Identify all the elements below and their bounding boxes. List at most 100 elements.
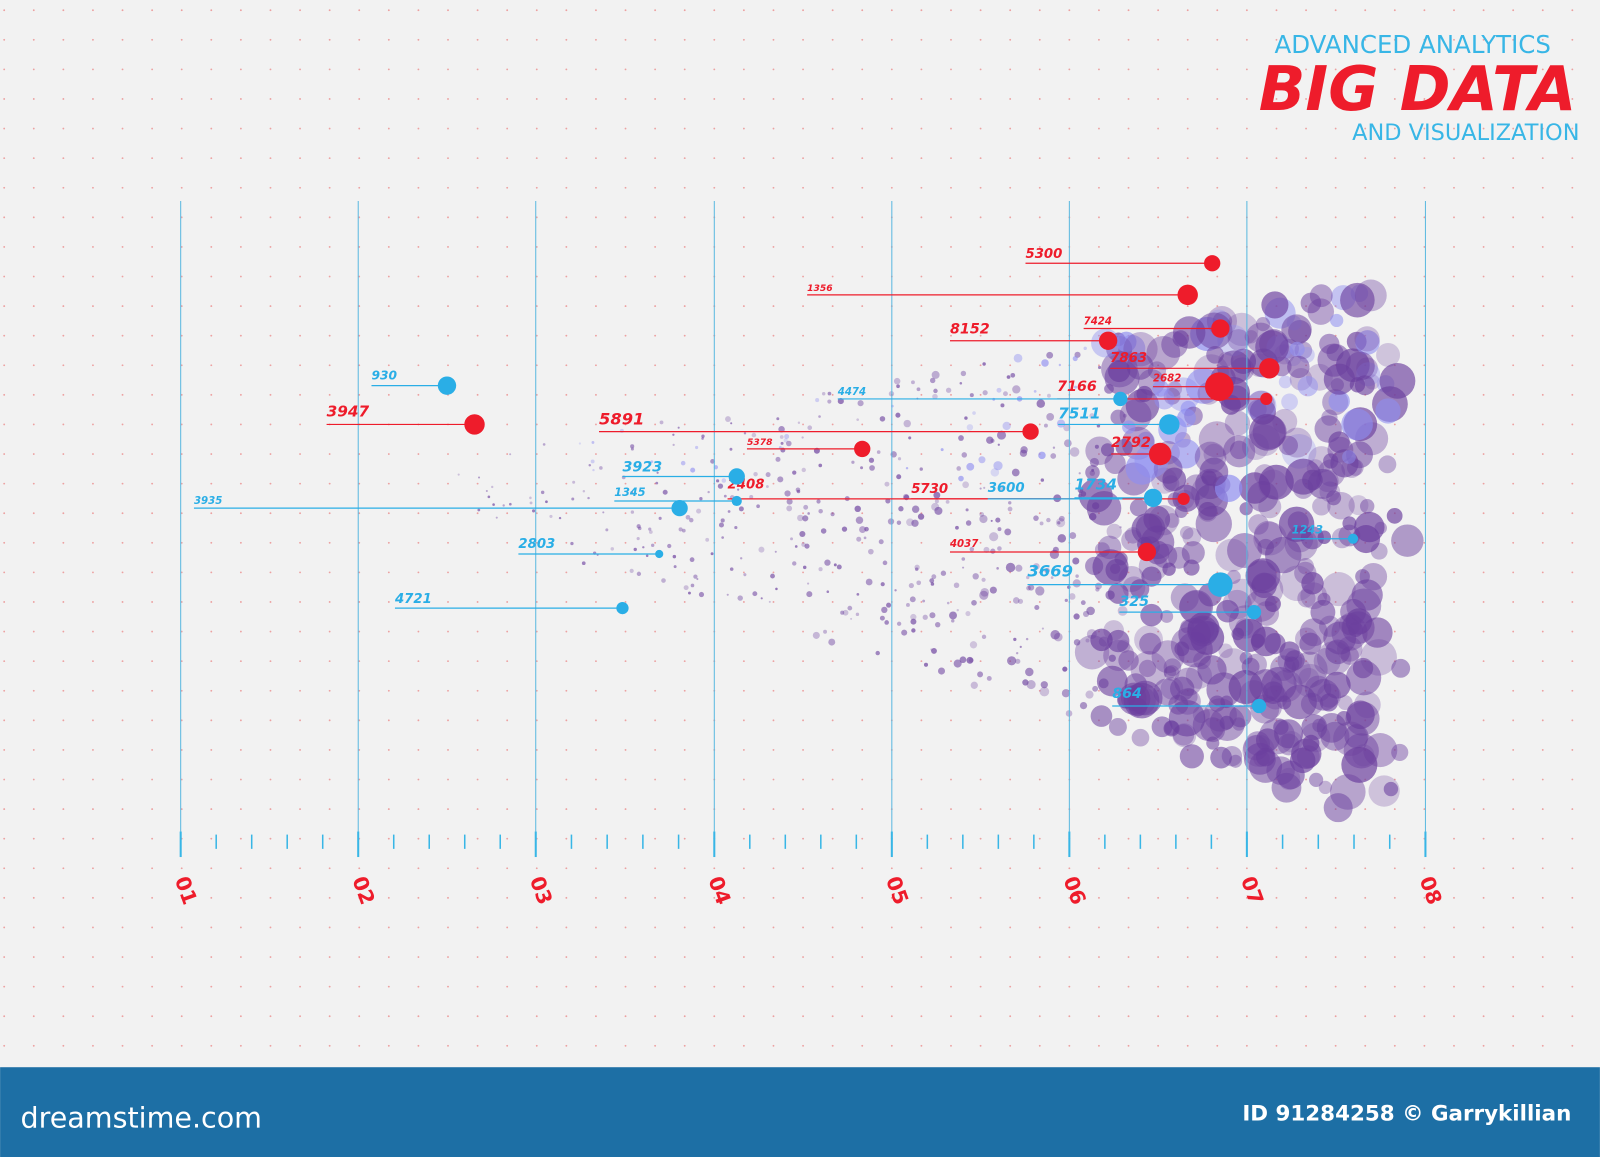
grid-dot [1127, 216, 1130, 219]
cloud-dot [896, 520, 902, 525]
cloud-dot [932, 393, 938, 400]
cloud-dot [997, 430, 1007, 440]
grid-dot [535, 38, 538, 41]
grid-dot [624, 956, 627, 958]
grid-dot [299, 98, 301, 100]
grid-dot [595, 68, 597, 71]
grid-dot [861, 748, 864, 751]
grid-dot [950, 660, 952, 663]
grid-dot [1541, 157, 1544, 160]
cloud-dot [959, 656, 967, 664]
cloud-dot [1078, 478, 1113, 513]
cloud-dot [673, 565, 677, 569]
cloud-dot [881, 606, 888, 614]
grid-dot [1423, 68, 1426, 71]
grid-dot [683, 571, 686, 574]
grid-dot [1009, 275, 1012, 278]
cloud-dot [1227, 532, 1263, 568]
data-dot [854, 440, 871, 458]
grid-dot [151, 1044, 154, 1047]
grid-dot [595, 689, 597, 692]
grid-dot [476, 541, 479, 544]
grid-dot [1157, 867, 1160, 870]
grid-dot [269, 334, 272, 337]
cloud-dot [931, 647, 937, 654]
grid-dot [121, 689, 124, 692]
cloud-dot [934, 621, 941, 628]
grid-dot [417, 216, 420, 219]
grid-dot [1393, 216, 1396, 219]
grid-dot [476, 808, 479, 811]
grid-dot [1098, 393, 1100, 396]
grid-dot [1453, 68, 1455, 71]
cloud-dot [695, 445, 699, 450]
grid-dot [1541, 541, 1544, 544]
grid-dot [565, 364, 568, 367]
grid-dot [180, 867, 183, 870]
grid-dot [1571, 689, 1574, 692]
grid-dot [1512, 127, 1515, 130]
cloud-dot [1058, 363, 1062, 367]
grid-dot [1127, 1015, 1130, 1018]
cloud-dot [1015, 658, 1021, 664]
grid-dot [180, 541, 183, 544]
cloud-dot [1309, 284, 1333, 308]
grid-dot [328, 956, 331, 958]
grid-dot [535, 867, 538, 870]
cloud-dot [1289, 341, 1305, 357]
grid-dot [92, 808, 94, 811]
grid-dot [1482, 985, 1485, 988]
grid-dot [62, 423, 65, 426]
grid-dot [92, 423, 94, 426]
cloud-dot [457, 473, 460, 476]
cloud-dot [1034, 604, 1040, 611]
grid-dot [1423, 601, 1426, 603]
grid-dot [3, 512, 6, 515]
grid-dot [239, 216, 242, 219]
grid-dot [269, 1015, 272, 1018]
grid-dot [1305, 9, 1307, 12]
grid-dot [1127, 393, 1130, 396]
data-dot [1259, 358, 1280, 379]
cloud-dot [1163, 665, 1180, 681]
cloud-dot [1330, 313, 1344, 328]
grid-dot [979, 393, 982, 396]
cloud-dot [619, 428, 624, 433]
grid-dot [654, 719, 657, 722]
grid-dot [565, 512, 568, 515]
cloud-dot [1041, 627, 1044, 630]
grid-dot [151, 630, 154, 633]
grid-dot [180, 423, 183, 426]
grid-dot [32, 660, 35, 663]
cloud-dot [734, 525, 738, 530]
grid-dot [476, 512, 479, 515]
grid-dot [62, 660, 65, 663]
cloud-dot [909, 596, 916, 603]
grid-dot [1098, 778, 1100, 781]
grid-dot [595, 867, 597, 870]
cloud-dot [911, 380, 915, 385]
cloud-dot [1287, 355, 1310, 379]
cloud-dot [1047, 393, 1051, 398]
grid-dot [1216, 896, 1219, 899]
grid-dot [890, 186, 893, 189]
grid-dot [595, 985, 597, 988]
cloud-dot [651, 543, 655, 548]
cloud-dot [602, 511, 605, 514]
grid-dot [1038, 1044, 1041, 1047]
grid-dot [1393, 453, 1396, 455]
cloud-dot [965, 508, 969, 512]
cloud-dot [1298, 667, 1320, 689]
cloud-dot [894, 589, 897, 592]
grid-dot [1157, 630, 1160, 633]
grid-dot [802, 9, 804, 12]
grid-dot [802, 68, 804, 71]
cloud-dot [908, 582, 914, 589]
grid-dot [979, 245, 982, 248]
grid-dot [210, 216, 213, 219]
grid-dot [950, 423, 952, 426]
grid-dot [92, 9, 94, 12]
grid-dot [269, 926, 272, 929]
grid-dot [1393, 68, 1396, 71]
grid-dot [595, 778, 597, 781]
